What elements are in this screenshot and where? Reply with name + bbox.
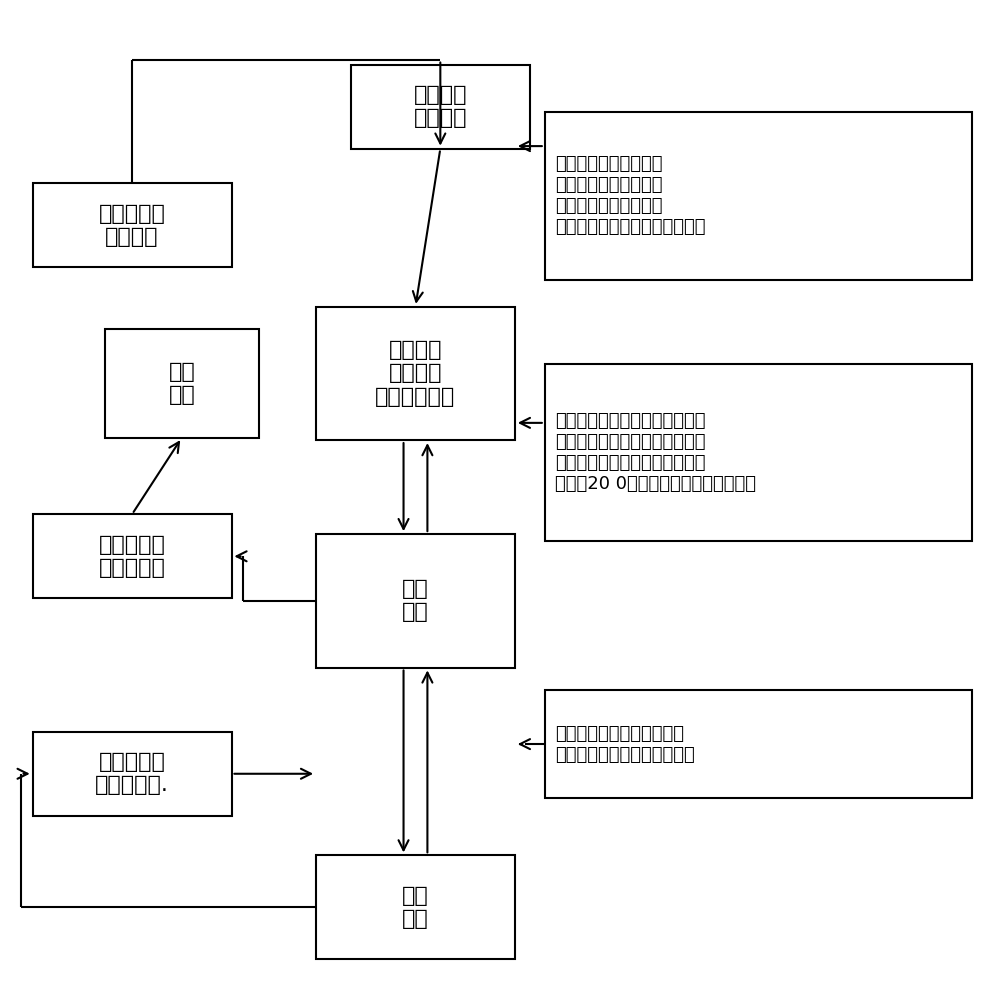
- Text: 检修
人员: 检修 人员: [402, 886, 429, 928]
- Bar: [545, 111, 972, 279]
- Text: 通过无功电压控制系统
将设备的自动动作次数
和手动动作次数累计相
加得出设备的检修内总动作次数: 通过无功电压控制系统 将设备的自动动作次数 和手动动作次数累计相 加得出设备的检…: [555, 155, 705, 236]
- Bar: [351, 65, 530, 148]
- Text: 检修完成回
复运维人员.: 检修完成回 复运维人员.: [95, 752, 169, 795]
- Bar: [545, 690, 972, 798]
- Text: 运维人员通过固定的流程通
知检修人员对设备进行检修。: 运维人员通过固定的流程通 知检修人员对设备进行检修。: [555, 725, 694, 763]
- Text: 监控
人员: 监控 人员: [168, 362, 195, 405]
- Bar: [33, 514, 232, 598]
- Bar: [316, 534, 515, 668]
- Text: 无功电压
控制系统
数据分析工具: 无功电压 控制系统 数据分析工具: [375, 340, 456, 407]
- Text: 通知监控人
员检修完成: 通知监控人 员检修完成: [99, 535, 165, 578]
- Bar: [33, 183, 232, 267]
- Bar: [545, 364, 972, 542]
- Bar: [316, 307, 515, 440]
- Text: 无功电压
控制系统: 无功电压 控制系统: [414, 84, 467, 128]
- Bar: [33, 732, 232, 816]
- Bar: [316, 855, 515, 959]
- Text: 运维
人员: 运维 人员: [402, 580, 429, 622]
- Bar: [105, 329, 259, 437]
- Text: 无功电压控制系统系统数据分析
工具将总动作次数和检修规定次
数进行对比分析，当距离规定次
数只有20 0次时通知运修人员检修设备: 无功电压控制系统系统数据分析 工具将总动作次数和检修规定次 数进行对比分析，当距…: [555, 413, 756, 493]
- Text: 检修内动作
次数清零: 检修内动作 次数清零: [99, 204, 165, 247]
